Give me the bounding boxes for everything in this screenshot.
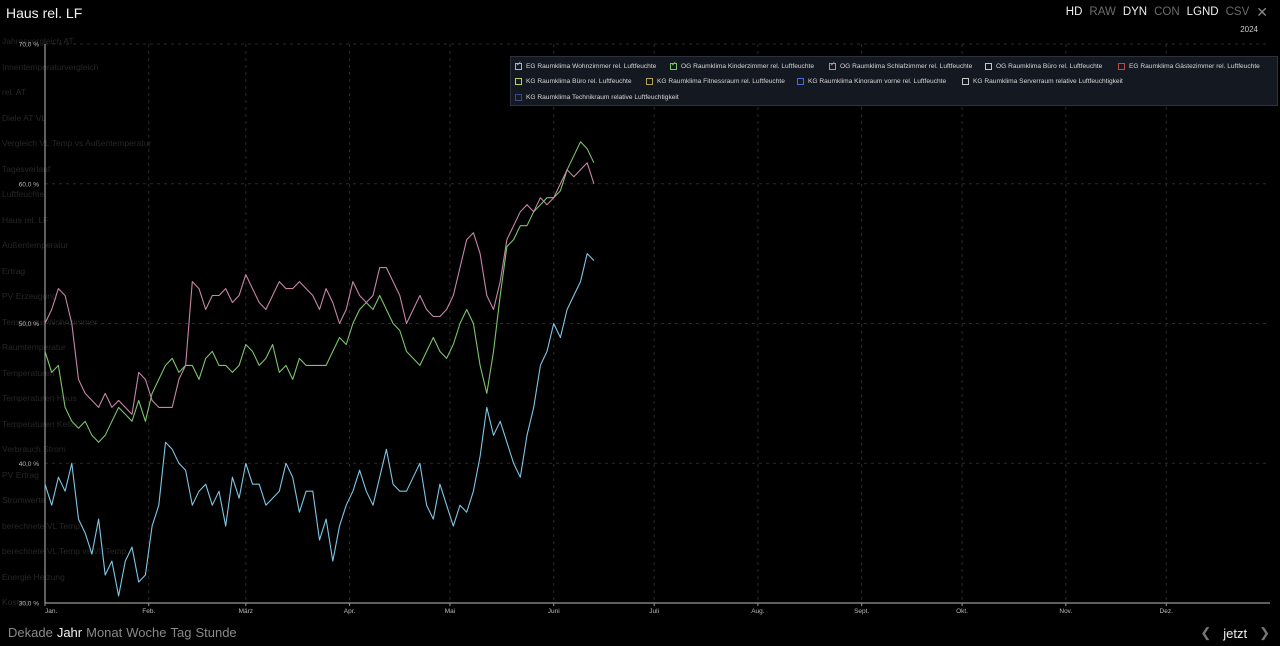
y-tick-label: 50,0 %	[19, 321, 39, 328]
legend-checkbox[interactable]	[515, 78, 522, 85]
x-tick-label: Okt.	[956, 608, 968, 615]
series-line	[44, 253, 595, 597]
year-label: 2024	[1240, 25, 1258, 34]
x-tick-label: Dez.	[1160, 608, 1174, 615]
range-selector: Dekade Jahr Monat Woche Tag Stunde	[8, 625, 237, 640]
ghost-sidebar-item: Kosten	[2, 597, 29, 607]
series-line	[44, 141, 595, 443]
ghost-sidebar-item: Stromwerte	[2, 495, 46, 505]
legend-checkbox[interactable]	[515, 94, 522, 101]
legend-checkbox[interactable]: ✓	[670, 61, 677, 70]
mode-con-toggle[interactable]: CON	[1154, 6, 1180, 18]
chevron-right-icon[interactable]: ❯	[1259, 625, 1270, 640]
page-title: Haus rel. LF	[6, 5, 83, 21]
legend-checkbox[interactable]: ✓	[515, 61, 522, 70]
ghost-sidebar-item: Haus rel. LF	[2, 214, 49, 225]
ghost-sidebar-item: Vergleich VL Temp vs Außentemperatur	[2, 138, 152, 148]
check-icon: ✓	[671, 61, 677, 68]
legend-item[interactable]: KG Raumklima Technikraum relative Luftfe…	[515, 94, 679, 101]
x-tick-label: Apr.	[344, 608, 356, 615]
legend-item[interactable]: KG Raumklima Fitnessraum rel. Luftfeucht…	[646, 78, 785, 85]
x-tick-label: Juni	[548, 608, 560, 615]
time-navigation: ❮ jetzt ❯	[1200, 625, 1270, 641]
range-jahr-button[interactable]: Jahr	[56, 625, 83, 640]
x-tick-label: Jan.	[45, 608, 57, 615]
ghost-sidebar-item: PV Erzeugung	[2, 291, 57, 301]
ghost-sidebar-item: Tagesverlauf	[2, 163, 51, 174]
ghost-sidebar-item: Ertrag	[2, 265, 26, 276]
ghost-sidebar-item: Temperatur Wohnzimmer	[2, 316, 98, 327]
x-tick-label: Nov.	[1059, 608, 1072, 615]
ghost-sidebar-item: berechnete VL Temp vs VL Temp	[2, 546, 127, 556]
x-tick-label: März	[239, 608, 253, 615]
legend-item[interactable]: KG Raumklima Büro rel. Luftfeuchte	[515, 78, 632, 85]
check-icon: ✓	[830, 61, 836, 68]
legend-item[interactable]: ✓ EG Raumklima Wohnzimmer rel. Luftfeucht…	[515, 61, 657, 70]
legend-checkbox[interactable]	[646, 78, 653, 85]
legend-label: OG Raumklima Schlafzimmer rel. Luftfeuch…	[840, 63, 973, 70]
chart-legend: ✓ EG Raumklima Wohnzimmer rel. Luftfeucht…	[510, 56, 1278, 106]
x-tick-label: Juli	[649, 608, 659, 615]
ghost-sidebar-item: Außentemperatur	[2, 240, 69, 250]
legend-item[interactable]: EG Raumklima Gästezimmer rel. Luftfeucht…	[1118, 63, 1260, 70]
mode-hd-toggle[interactable]: HD	[1065, 6, 1083, 18]
ghost-sidebar-item: Innentemperaturvergleich	[2, 61, 99, 72]
legend-label: EG Raumklima Wohnzimmer rel. Luftfeuchte	[526, 63, 657, 70]
mode-lgnd-toggle[interactable]: LGND	[1186, 6, 1219, 18]
ghost-sidebar-item: Temperaturen Keller	[2, 418, 79, 429]
check-icon: ✓	[516, 61, 522, 68]
ghost-sidebar-item: Energie Heizung	[2, 571, 65, 582]
legend-checkbox[interactable]	[962, 78, 969, 85]
legend-item[interactable]: ✓ OG Raumklima Schlafzimmer rel. Luftfeuc…	[829, 61, 973, 70]
legend-label: KG Raumklima Büro rel. Luftfeuchte	[526, 78, 632, 85]
legend-checkbox[interactable]: ✓	[829, 61, 836, 70]
range-monat-button[interactable]: Monat	[86, 625, 123, 640]
legend-item[interactable]: OG Raumklima Büro rel. Luftfeuchte	[985, 63, 1102, 70]
range-dekade-button[interactable]: Dekade	[8, 625, 53, 640]
x-tick-label: Mai	[445, 608, 455, 615]
mode-dyn-toggle[interactable]: DYN	[1122, 6, 1148, 18]
range-tag-button[interactable]: Tag	[170, 625, 192, 640]
y-tick-label: 70,0 %	[19, 42, 39, 49]
ghost-sidebar-item: Temperaturen Haus	[2, 393, 77, 403]
legend-label: OG Raumklima Büro rel. Luftfeuchte	[996, 63, 1103, 70]
ghost-sidebar-item: Diele AT VL	[2, 112, 47, 123]
legend-checkbox[interactable]	[797, 78, 804, 85]
legend-checkbox[interactable]	[1118, 63, 1125, 70]
series-line	[44, 162, 595, 415]
range-woche-button[interactable]: Woche	[126, 625, 167, 640]
legend-item[interactable]: KG Raumklima Kinoraum vorne rel. Luftfeu…	[797, 78, 946, 85]
legend-item[interactable]: ✓ OG Raumklima Kinderzimmer rel. Luftfeuc…	[670, 61, 815, 70]
x-tick-label: Feb.	[142, 608, 155, 615]
x-tick-label: Sept.	[854, 608, 869, 615]
chevron-left-icon[interactable]: ❮	[1200, 625, 1212, 640]
y-tick-label: 40,0 %	[19, 461, 39, 468]
y-tick-label: 30,0 %	[19, 601, 39, 608]
mode-toolbar: HD RAW DYN CON LGND CSV ✕	[1065, 3, 1268, 20]
ghost-sidebar-item: Temperaturen	[2, 367, 55, 378]
legend-item[interactable]: KG Raumklima Serverraum relative Luftfeu…	[962, 78, 1123, 85]
ghost-sidebar-item: Jahresvergleich AT	[2, 36, 74, 46]
legend-label: KG Raumklima Kinoraum vorne rel. Luftfeu…	[808, 78, 947, 85]
legend-label: OG Raumklima Kinderzimmer rel. Luftfeuch…	[681, 63, 815, 70]
mode-csv-toggle[interactable]: CSV	[1225, 6, 1250, 18]
ghost-sidebar-item: berechnete VL Temp	[2, 520, 80, 531]
legend-label: EG Raumklima Gästezimmer rel. Luftfeucht…	[1129, 63, 1260, 70]
legend-label: KG Raumklima Fitnessraum rel. Luftfeucht…	[657, 78, 785, 85]
ghost-sidebar-item: PV Ertrag	[2, 469, 39, 480]
x-tick-label: Aug.	[751, 608, 765, 615]
legend-label: KG Raumklima Technikraum relative Luftfe…	[526, 94, 679, 101]
legend-label: KG Raumklima Serverraum relative Luftfeu…	[973, 78, 1123, 85]
ghost-sidebar-item: Raumtemperatur	[2, 342, 66, 352]
ghost-sidebar-item: Verbrauch Strom	[2, 444, 66, 454]
mode-raw-toggle[interactable]: RAW	[1089, 6, 1116, 18]
range-stunde-button[interactable]: Stunde	[195, 625, 237, 640]
ghost-sidebar-item: Luftfeuchte	[2, 189, 45, 199]
y-tick-label: 60,0 %	[19, 181, 39, 188]
ghost-sidebar-item: rel. AT	[2, 87, 26, 97]
legend-checkbox[interactable]	[985, 63, 992, 70]
close-icon[interactable]: ✕	[1256, 3, 1268, 20]
now-button[interactable]: jetzt	[1223, 625, 1248, 641]
